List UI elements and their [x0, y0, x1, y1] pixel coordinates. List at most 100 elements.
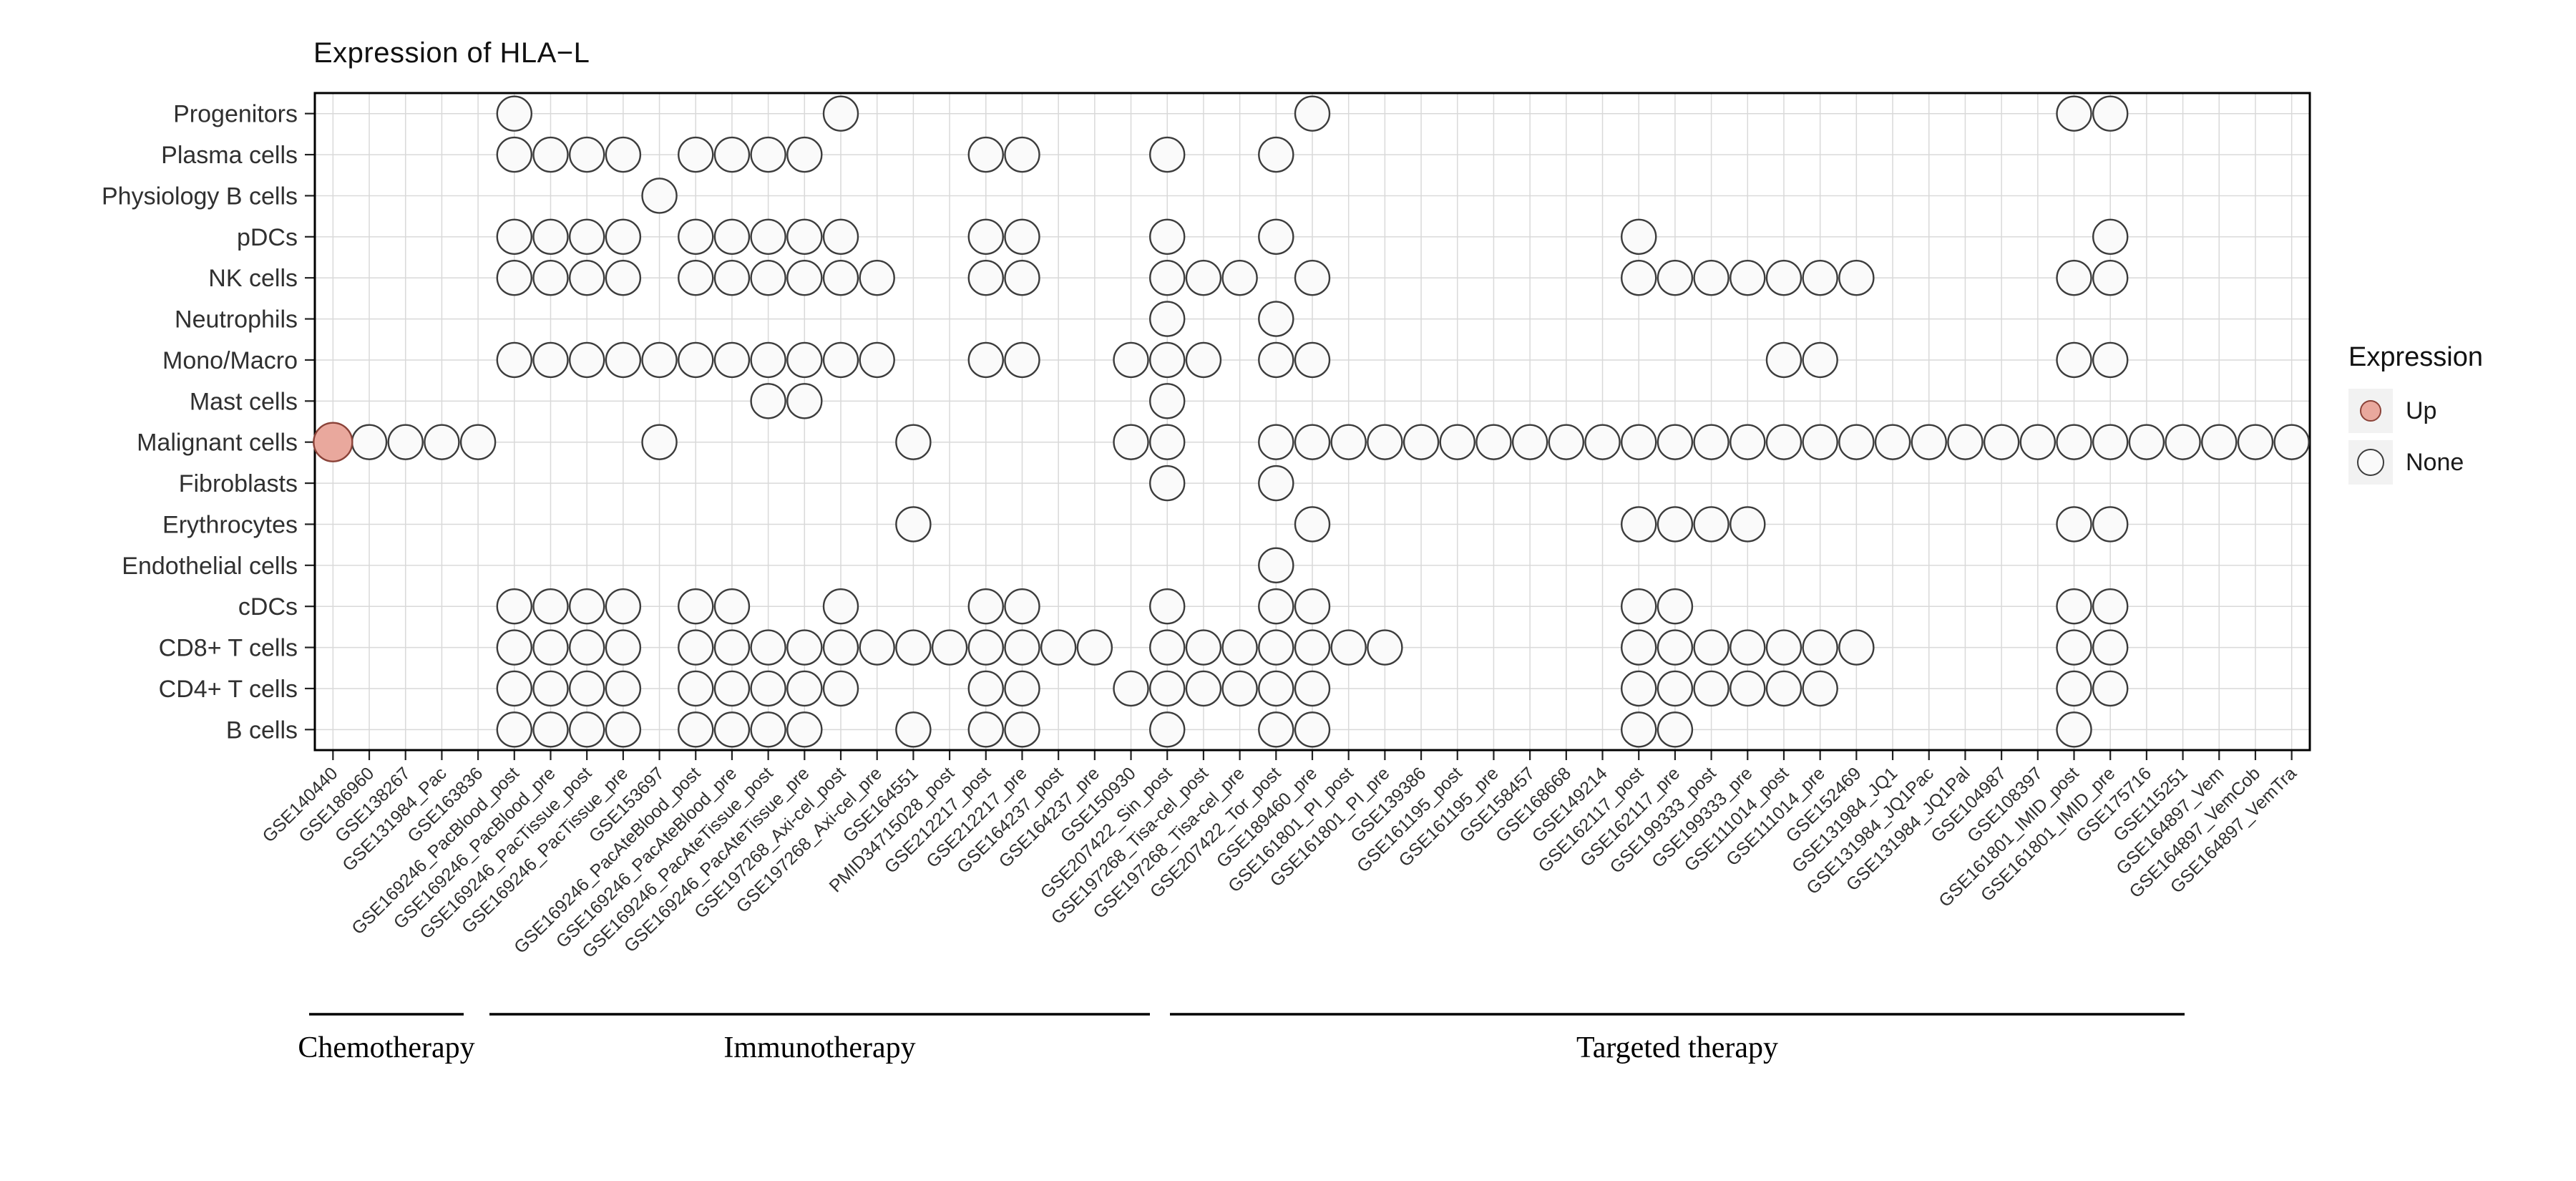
- expression-dot-none: [1983, 424, 2020, 460]
- expression-dot-none: [1621, 218, 1657, 256]
- expression-dot-none: [459, 424, 497, 460]
- expression-dot-none: [605, 218, 642, 256]
- y-axis-label: pDCs: [237, 224, 298, 251]
- expression-dot-none: [822, 588, 859, 625]
- expression-dot-none: [1149, 629, 1186, 666]
- expression-dot-none: [2201, 424, 2238, 460]
- expression-dot-none: [2092, 341, 2129, 379]
- expression-dot-none: [2165, 424, 2201, 460]
- expression-dot-none: [713, 711, 751, 748]
- expression-dot-none: [1548, 424, 1585, 460]
- expression-dot-none: [1258, 629, 1294, 666]
- expression-dot-none: [496, 136, 532, 173]
- expression-dot-none: [1693, 506, 1729, 543]
- expression-dot-none: [713, 259, 751, 296]
- panel-border: [313, 92, 2311, 752]
- expression-dot-none: [1149, 301, 1186, 337]
- y-axis-label: NK cells: [208, 265, 298, 292]
- expression-dot-none: [895, 424, 932, 460]
- expression-dot-none: [931, 629, 968, 666]
- expression-dot-none: [786, 259, 823, 296]
- expression-dot-none: [2092, 670, 2129, 707]
- expression-dot-none: [1475, 424, 1512, 460]
- expression-dot-none: [1657, 424, 1694, 460]
- expression-dot-none: [822, 95, 859, 132]
- y-axis-label: Mono/Macro: [162, 347, 298, 374]
- expression-dot-none: [532, 588, 569, 625]
- expression-dot-none: [387, 424, 424, 460]
- expression-dot-none: [678, 136, 714, 173]
- expression-dot-none: [496, 670, 532, 707]
- expression-dot-none: [1258, 670, 1294, 707]
- expression-dot-none: [1693, 629, 1729, 666]
- expression-dot-none: [532, 218, 569, 256]
- expression-dot-none: [1838, 424, 1875, 460]
- expression-dot-none: [1367, 424, 1403, 460]
- expression-dot-none: [1621, 424, 1657, 460]
- expression-dot-none: [1765, 259, 1802, 296]
- expression-dot-none: [1330, 629, 1367, 666]
- expression-dot-none: [678, 259, 714, 296]
- expression-dot-none: [496, 341, 532, 379]
- expression-dot-none: [1185, 629, 1222, 666]
- group-label: Chemotherapy: [298, 1031, 474, 1064]
- expression-dot-none: [822, 670, 859, 707]
- y-axis-label: Endothelial cells: [122, 553, 298, 580]
- expression-dot-none: [1802, 259, 1838, 296]
- up-dot-icon: [2360, 400, 2381, 422]
- expression-dot-none: [786, 341, 823, 379]
- expression-dot-none: [2056, 711, 2092, 748]
- expression-dot-none: [967, 629, 1004, 666]
- expression-dot-none: [822, 629, 859, 666]
- expression-dot-none: [1838, 259, 1875, 296]
- expression-dot-none: [1113, 341, 1149, 379]
- expression-dot-none: [1765, 670, 1802, 707]
- expression-dot-none: [1294, 670, 1331, 707]
- expression-dot-none: [1294, 629, 1331, 666]
- expression-dot-none: [1402, 424, 1440, 460]
- expression-dot-none: [822, 218, 859, 256]
- expression-dot-none: [2056, 259, 2092, 296]
- expression-dot-none: [1149, 136, 1186, 173]
- expression-dot-none: [822, 259, 859, 296]
- expression-dot-none: [1657, 711, 1694, 748]
- expression-dot-none: [1221, 629, 1258, 666]
- expression-dot-none: [1621, 711, 1657, 748]
- expression-dot-none: [786, 383, 823, 419]
- expression-dot-none: [1729, 424, 1766, 460]
- expression-dot-none: [859, 341, 895, 379]
- expression-dot-none: [1149, 711, 1186, 748]
- legend-item-none: None: [2348, 440, 2483, 485]
- none-dot-icon: [2357, 449, 2384, 476]
- expression-dot-none: [496, 95, 532, 132]
- expression-dot-none: [605, 629, 642, 666]
- expression-dot-none: [1004, 341, 1040, 379]
- expression-dot-none: [1765, 341, 1802, 379]
- expression-dot-none: [1221, 670, 1258, 707]
- expression-dot-none: [2056, 506, 2092, 543]
- expression-dot-none: [568, 588, 605, 625]
- expression-dot-none: [1294, 588, 1331, 625]
- expression-dot-none: [678, 670, 714, 707]
- expression-dot-none: [1621, 506, 1657, 543]
- expression-dot-none: [967, 136, 1004, 173]
- expression-dot-none: [1004, 259, 1040, 296]
- expression-dot-none: [1693, 670, 1729, 707]
- expression-dot-none: [1621, 259, 1657, 296]
- expression-dot-none: [568, 218, 605, 256]
- expression-dot-none: [1294, 259, 1331, 296]
- expression-dot-none: [1294, 95, 1331, 132]
- expression-dot-none: [1511, 424, 1548, 460]
- y-axis-label: CD4+ T cells: [159, 676, 298, 703]
- expression-dot-none: [1149, 383, 1186, 419]
- expression-dot-none: [1004, 711, 1040, 748]
- expression-dot-none: [1657, 588, 1694, 625]
- expression-dot-none: [1004, 588, 1040, 625]
- expression-dot-none: [1221, 259, 1258, 296]
- expression-dot-none: [2092, 95, 2129, 132]
- expression-dot-none: [1149, 218, 1186, 256]
- expression-dot-none: [2056, 424, 2092, 460]
- expression-dot-none: [2056, 95, 2092, 132]
- expression-dot-none: [2056, 670, 2092, 707]
- y-axis-label: Mast cells: [190, 388, 298, 415]
